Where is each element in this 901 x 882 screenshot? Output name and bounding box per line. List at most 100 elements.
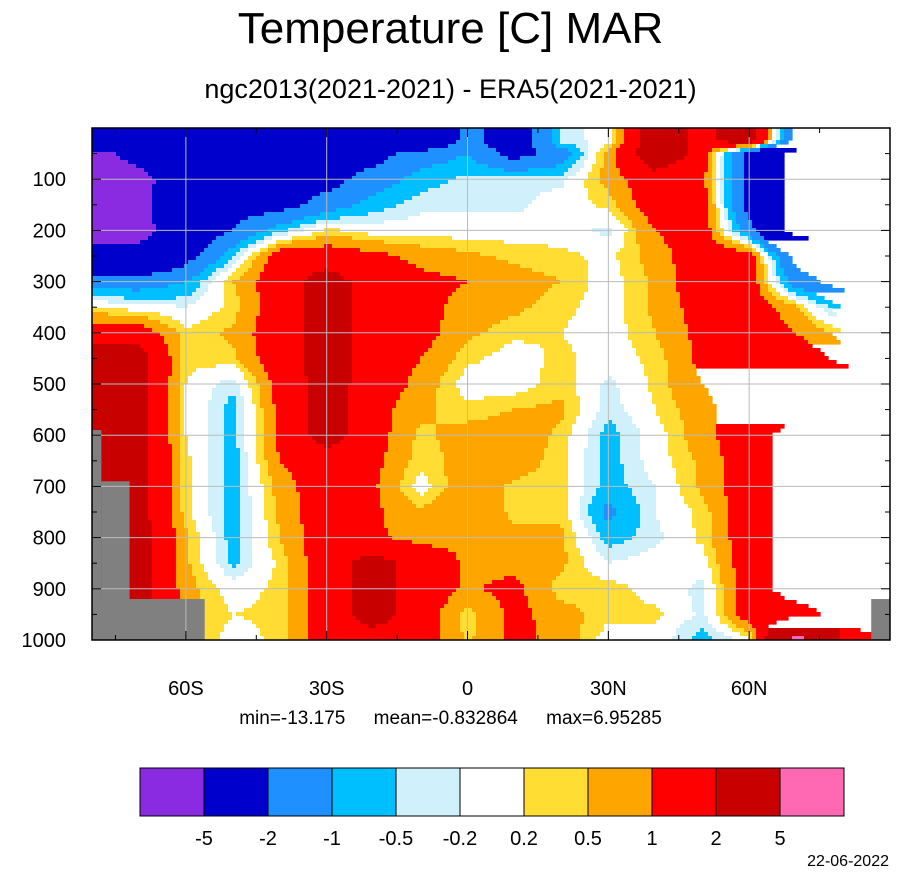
heatmap-cell [608, 192, 633, 197]
heatmap-cell [724, 212, 729, 217]
heatmap-cell [592, 540, 605, 545]
heatmap-cell [288, 624, 309, 629]
heatmap-cell [504, 500, 569, 505]
heatmap-cell [728, 520, 773, 525]
heatmap-cell [752, 140, 765, 145]
heatmap-cell [92, 160, 129, 165]
heatmap-cell [376, 624, 441, 629]
heatmap-cell [788, 288, 805, 293]
heatmap-cell [564, 336, 629, 341]
heatmap-cell [172, 508, 181, 513]
heatmap-cell [732, 232, 741, 237]
heatmap-cell [92, 340, 165, 345]
heatmap-cell [764, 140, 769, 145]
heatmap-cell [288, 568, 309, 573]
heatmap-cell [148, 372, 173, 377]
heatmap-cell [148, 444, 173, 449]
heatmap-cell [708, 224, 717, 229]
heatmap-cell [216, 276, 229, 281]
heatmap-cell [604, 628, 677, 633]
heatmap-cell [220, 308, 241, 313]
heatmap-cell [600, 392, 621, 397]
heatmap-cell [272, 236, 293, 241]
heatmap-cell [244, 260, 253, 265]
heatmap-cell [388, 252, 481, 257]
heatmap-cell [628, 556, 709, 561]
heatmap-cell [824, 308, 833, 313]
heatmap-cell [148, 492, 173, 497]
heatmap-cell [624, 224, 633, 229]
heatmap-cell [132, 288, 141, 293]
heatmap-cell [308, 564, 353, 569]
heatmap-cell [748, 148, 761, 153]
heatmap-cell [176, 552, 189, 557]
heatmap-cell [772, 260, 777, 265]
heatmap-cell [668, 384, 705, 389]
heatmap-cell [360, 556, 385, 561]
heatmap-cell [732, 556, 773, 561]
heatmap-cell [228, 544, 241, 549]
heatmap-cell [92, 436, 149, 441]
heatmap-cell [484, 128, 533, 133]
heatmap-cell [548, 436, 569, 441]
heatmap-cell [264, 368, 305, 373]
heatmap-cell [604, 160, 617, 165]
heatmap-cell [240, 548, 253, 553]
heatmap-cell [568, 512, 581, 517]
heatmap-cell [652, 316, 685, 321]
heatmap-cell [308, 628, 441, 633]
heatmap-cell [584, 620, 657, 625]
heatmap-cell [772, 256, 781, 261]
heatmap-cell [724, 584, 737, 589]
heatmap-cell [768, 284, 773, 289]
heatmap-cell [148, 460, 173, 465]
heatmap-cell [324, 444, 333, 449]
heatmap-cell [224, 520, 241, 525]
heatmap-cell [436, 404, 537, 409]
heatmap-cell [156, 224, 237, 229]
heatmap-cell [204, 620, 229, 625]
heatmap-cell [704, 608, 717, 613]
heatmap-cell [92, 396, 149, 401]
heatmap-cell [332, 444, 389, 449]
heatmap-cell [708, 504, 729, 509]
heatmap-cell [276, 512, 301, 517]
heatmap-cell [712, 200, 717, 205]
heatmap-cell [180, 416, 185, 421]
heatmap-cell [148, 464, 173, 469]
heatmap-cell [504, 632, 537, 637]
heatmap-cell [720, 160, 725, 165]
heatmap-cell [420, 212, 613, 217]
heatmap-cell [792, 636, 805, 640]
heatmap-cell [308, 612, 353, 617]
heatmap-cell [596, 416, 633, 421]
heatmap-cell [752, 252, 761, 257]
heatmap-cell [628, 412, 657, 417]
heatmap-cell [188, 544, 201, 549]
heatmap-cell [208, 276, 217, 281]
heatmap-cell [536, 152, 573, 157]
heatmap-cell [308, 568, 353, 573]
heatmap-cell [712, 164, 717, 169]
heatmap-cell [644, 468, 677, 473]
heatmap-cell [260, 356, 305, 361]
heatmap-cell [576, 544, 597, 549]
heatmap-cell [648, 216, 709, 221]
heatmap-cell [180, 408, 185, 413]
heatmap-cell [280, 532, 305, 537]
heatmap-cell [620, 144, 641, 149]
heatmap-cell [580, 304, 625, 309]
heatmap-cell [600, 432, 621, 437]
heatmap-cell [684, 424, 717, 429]
heatmap-cell [692, 520, 713, 525]
heatmap-cell [436, 400, 553, 405]
heatmap-cell [600, 476, 625, 481]
heatmap-cell [304, 316, 353, 321]
heatmap-cell [152, 208, 285, 213]
heatmap-cell [240, 524, 253, 529]
heatmap-cell [652, 396, 673, 401]
chart-subtitle: ngc2013(2021-2021) - ERA5(2021-2021) [204, 74, 697, 104]
heatmap-cell [724, 472, 773, 477]
heatmap-cell [508, 156, 521, 161]
heatmap-cell [740, 148, 749, 153]
